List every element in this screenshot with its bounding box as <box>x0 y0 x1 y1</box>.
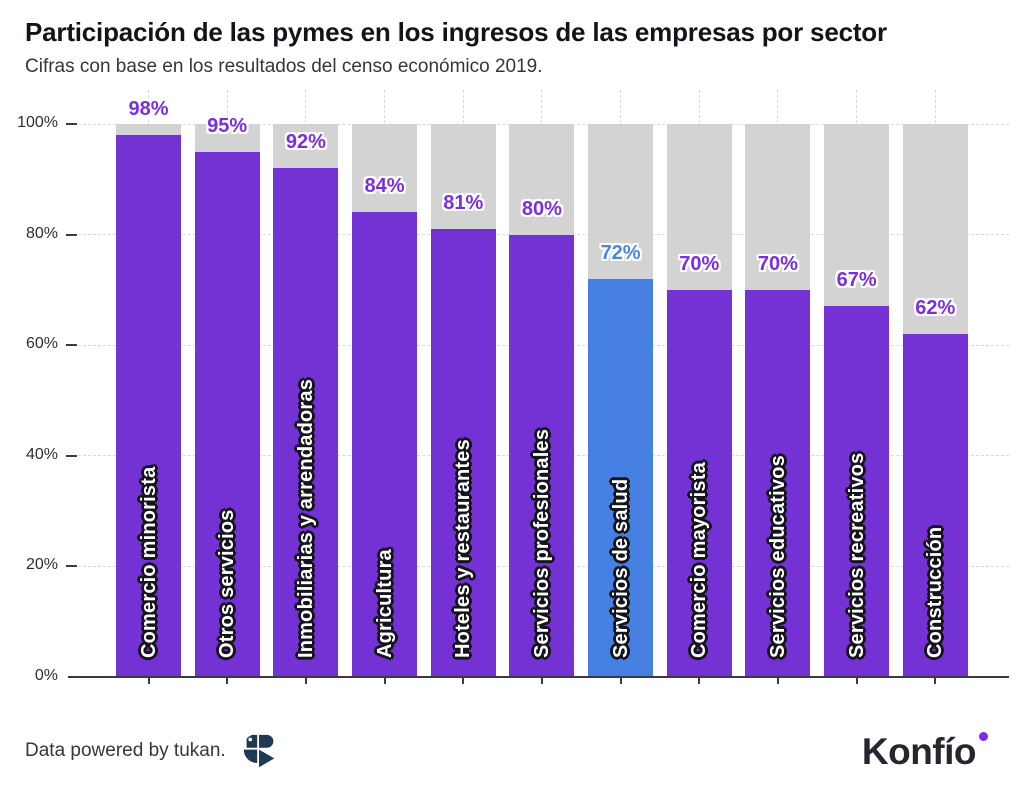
bar-fill <box>116 135 181 677</box>
y-axis-tick <box>66 454 77 457</box>
page-title: Participación de las pymes en los ingres… <box>25 17 887 47</box>
bar-fill <box>194 151 260 677</box>
bar-fill <box>902 334 968 677</box>
bar-fill <box>588 278 654 677</box>
y-axis-label: 60% <box>25 335 58 353</box>
y-axis-tick <box>66 565 77 568</box>
bar-category-label: Comercio mayorista <box>688 462 711 658</box>
y-axis-tick <box>66 123 77 125</box>
bar-fill <box>352 212 418 677</box>
x-axis-tick <box>776 677 779 684</box>
bar-fill <box>824 306 890 677</box>
bar-value-label: 67% <box>836 269 877 292</box>
bar-value-label: 62% <box>915 297 956 320</box>
bar-category-label: Hoteles y restaurantes <box>452 439 475 658</box>
x-axis-tick <box>934 677 937 684</box>
bar-value-label: 70% <box>757 252 798 275</box>
x-axis-tick <box>147 677 150 684</box>
konfio-dot-icon <box>979 732 988 741</box>
attribution-text: Data powered by tukan. <box>25 740 226 761</box>
bar-value-label: 81% <box>443 192 484 215</box>
x-axis-tick <box>462 677 465 684</box>
y-axis-label: 20% <box>25 556 58 574</box>
bar-category-label: Servicios recreativos <box>845 452 868 658</box>
attribution: Data powered by tukan. <box>25 729 278 773</box>
x-axis-tick <box>698 677 701 684</box>
page-subtitle: Cifras con base en los resultados del ce… <box>25 56 543 77</box>
x-axis-tick <box>383 677 386 684</box>
bar-value-label: 95% <box>207 114 248 137</box>
y-axis-tick <box>66 344 77 347</box>
y-axis-label: 100% <box>17 114 58 131</box>
bar-value-label: 72% <box>600 241 641 264</box>
bar-fill <box>430 229 496 677</box>
bar-value-label: 80% <box>521 197 562 220</box>
bar-fill <box>509 234 575 677</box>
bar-category-label: Servicios educativos <box>766 455 789 658</box>
bar-value-label: 70% <box>679 252 720 275</box>
bar-category-label: Comercio minorista <box>137 466 160 658</box>
x-axis-tick <box>619 677 622 684</box>
bar-value-label: 92% <box>285 131 326 154</box>
bar-value-label: 98% <box>128 98 169 121</box>
bar-category-label: Servicios de salud <box>609 478 632 658</box>
bar-category-label: Construcción <box>924 526 947 658</box>
x-axis-tick <box>540 677 543 684</box>
x-axis-tick <box>855 677 858 684</box>
bar-value-label: 84% <box>364 175 405 198</box>
x-axis-tick <box>304 677 307 684</box>
konfio-logo: Konfío <box>862 731 988 773</box>
y-axis-label: 0% <box>34 667 58 684</box>
x-axis-line <box>68 675 1009 678</box>
bar-category-label: Servicios profesionales <box>530 428 553 658</box>
y-axis-tick <box>66 233 77 236</box>
x-axis-tick <box>226 677 229 684</box>
y-axis-label: 80% <box>25 224 58 242</box>
bar-category-label: Otros servicios <box>216 509 239 658</box>
toucan-logo-icon <box>243 734 274 768</box>
bar-category-label: Inmobiliarias y arrendadoras <box>294 378 317 658</box>
konfio-wordmark: Konfío <box>861 731 977 772</box>
bar-fill <box>745 289 811 677</box>
bar-fill <box>666 289 732 677</box>
y-axis-label: 40% <box>25 445 58 463</box>
bar-fill <box>273 168 339 677</box>
bar-category-label: Agricultura <box>373 549 396 658</box>
